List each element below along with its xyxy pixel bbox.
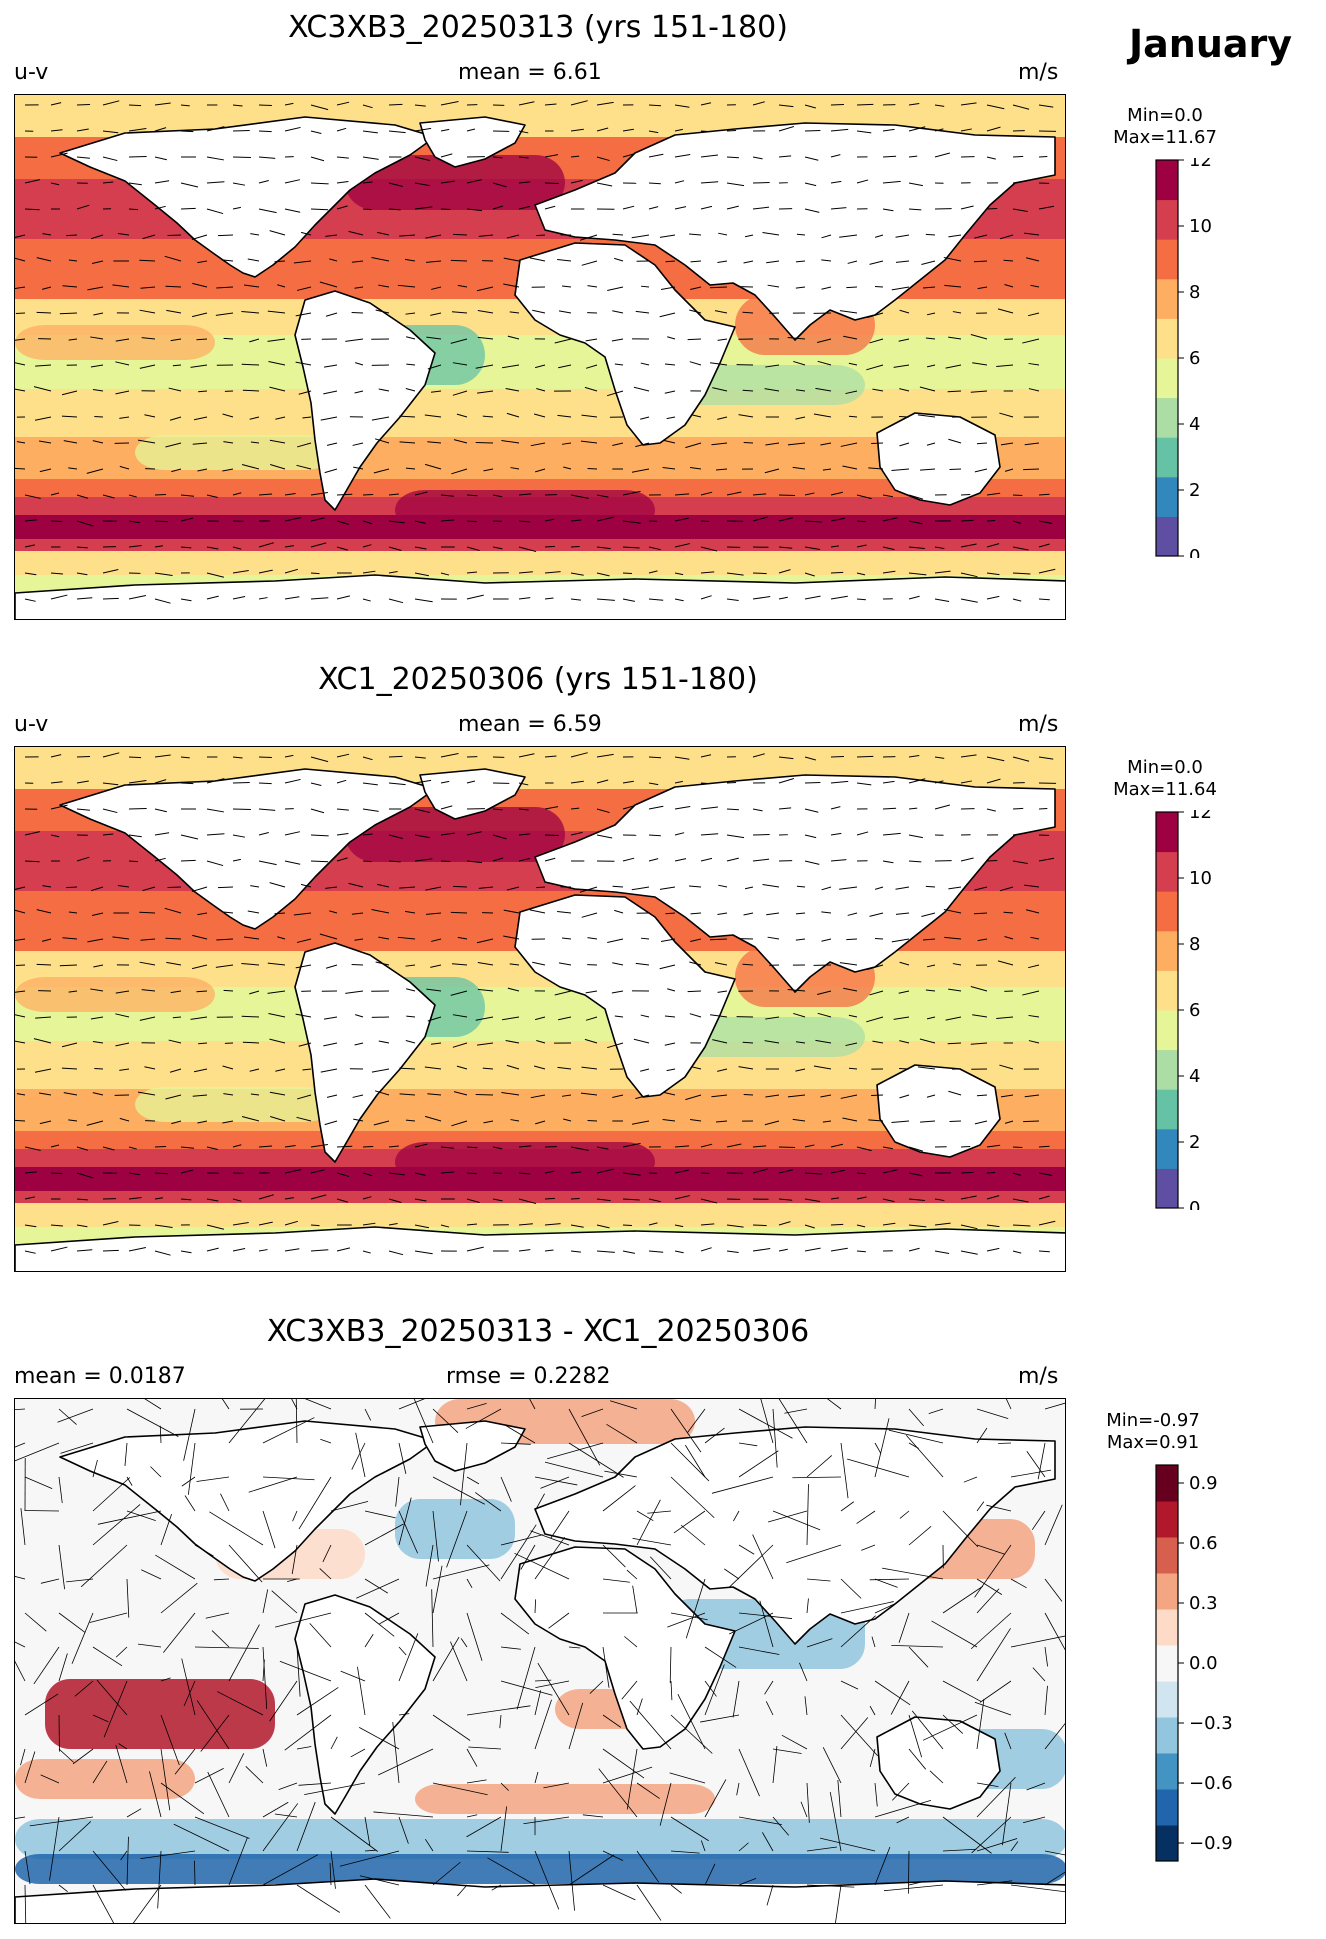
mean-label: mean = 0.0187: [14, 1364, 186, 1389]
colorbar-min: Min=-0.97: [1106, 1410, 1200, 1431]
colorbar-tick-label: 8: [1189, 282, 1200, 303]
map-frame: [14, 1398, 1066, 1924]
colorbar-tick-label: −0.6: [1189, 1773, 1233, 1794]
colorbar-tick-label: 12: [1189, 810, 1212, 823]
panel-title: XC3XB3_20250313 (yrs 151-180): [288, 10, 788, 45]
landmass-south-america: [294, 942, 436, 1163]
landmass-south-america: [294, 1594, 436, 1815]
colorbar-max: Max=0.91: [1106, 1432, 1200, 1453]
colorbar-tick-label: 4: [1189, 1066, 1200, 1087]
colorbar-tick-label: 0.3: [1189, 1593, 1218, 1614]
colorbar-tick-label: 0: [1189, 1198, 1200, 1210]
colorbar-tick-label: 6: [1189, 348, 1200, 369]
map-frame: [14, 746, 1066, 1272]
colorbar-tick-label: −0.3: [1189, 1713, 1233, 1734]
wind-vectors: [15, 752, 1057, 1256]
landmass-north-america: [59, 1420, 436, 1582]
map-frame: [14, 94, 1066, 620]
landmass-eurasia: [534, 774, 1056, 993]
colorbar-min: Min=0.0: [1127, 105, 1203, 126]
landmass-antarctica: [15, 1878, 1065, 1923]
colorbar-tick-label: 0: [1189, 546, 1200, 558]
colorbar-tick-label: 0.9: [1189, 1473, 1218, 1494]
month-label: January: [1129, 22, 1293, 66]
mean-label: mean = 6.61: [458, 60, 602, 85]
units-label: m/s: [1018, 1364, 1059, 1389]
rmse-label: rmse = 0.2282: [446, 1364, 611, 1389]
variable-label: u-v: [14, 712, 49, 737]
colorbar-tick-label: −0.9: [1189, 1833, 1233, 1854]
land-outlines: [15, 116, 1065, 619]
colorbar-tick-label: 8: [1189, 934, 1200, 955]
colorbar-swatches: [1156, 1465, 1178, 1862]
landmass-australia: [876, 412, 1001, 506]
colorbar: 0 2 4 6 8 10 12: [1155, 810, 1212, 1210]
colorbar-tick-label: 10: [1189, 216, 1212, 237]
colorbar: 0 2 4 6 8 10 12: [1155, 158, 1212, 558]
landmass-australia: [876, 1716, 1001, 1810]
colorbar-tick-label: 0.0: [1189, 1653, 1218, 1674]
panel-title: XC3XB3_20250313 - XC1_20250306: [266, 1314, 810, 1349]
landmass-antarctica: [15, 1226, 1065, 1271]
landmass-eurasia: [534, 1426, 1056, 1645]
colorbar-tick-label: 12: [1189, 158, 1212, 171]
colorbar-swatches: [1156, 812, 1178, 1209]
units-label: m/s: [1018, 712, 1059, 737]
wind-speed-map: [15, 95, 1065, 619]
colorbar-tick-label: 2: [1189, 1132, 1200, 1153]
colorbar-tick-label: 10: [1189, 868, 1212, 889]
mean-label: mean = 6.59: [458, 712, 602, 737]
landmass-africa: [514, 894, 736, 1098]
landmass-greenland: [419, 1420, 526, 1472]
colorbar-max: Max=11.64: [1113, 779, 1217, 800]
landmass-eurasia: [534, 122, 1056, 341]
panel-title: XC1_20250306 (yrs 151-180): [318, 662, 758, 697]
landmass-australia: [876, 1064, 1001, 1158]
colorbar-min: Min=0.0: [1127, 757, 1203, 778]
colorbar-tick-label: 0.6: [1189, 1533, 1218, 1554]
wind-speed-map: [15, 747, 1065, 1271]
landmass-south-america: [294, 290, 436, 511]
wind-vectors: [15, 100, 1057, 604]
colorbar-max: Max=11.67: [1113, 127, 1217, 148]
wind-vectors: [15, 1399, 1065, 1923]
landmass-antarctica: [15, 574, 1065, 619]
units-label: m/s: [1018, 60, 1059, 85]
landmass-africa: [514, 242, 736, 446]
wind-difference-map: [15, 1399, 1065, 1923]
colorbar-tick-label: 2: [1189, 480, 1200, 501]
colorbar-tick-label: 6: [1189, 1000, 1200, 1021]
colorbar: −0.9 −0.6 −0.3 0.0 0.3 0.6 0.9: [1155, 1464, 1233, 1862]
variable-label: u-v: [14, 60, 49, 85]
colorbar-swatches: [1156, 160, 1178, 557]
colorbar-tick-label: 4: [1189, 414, 1200, 435]
